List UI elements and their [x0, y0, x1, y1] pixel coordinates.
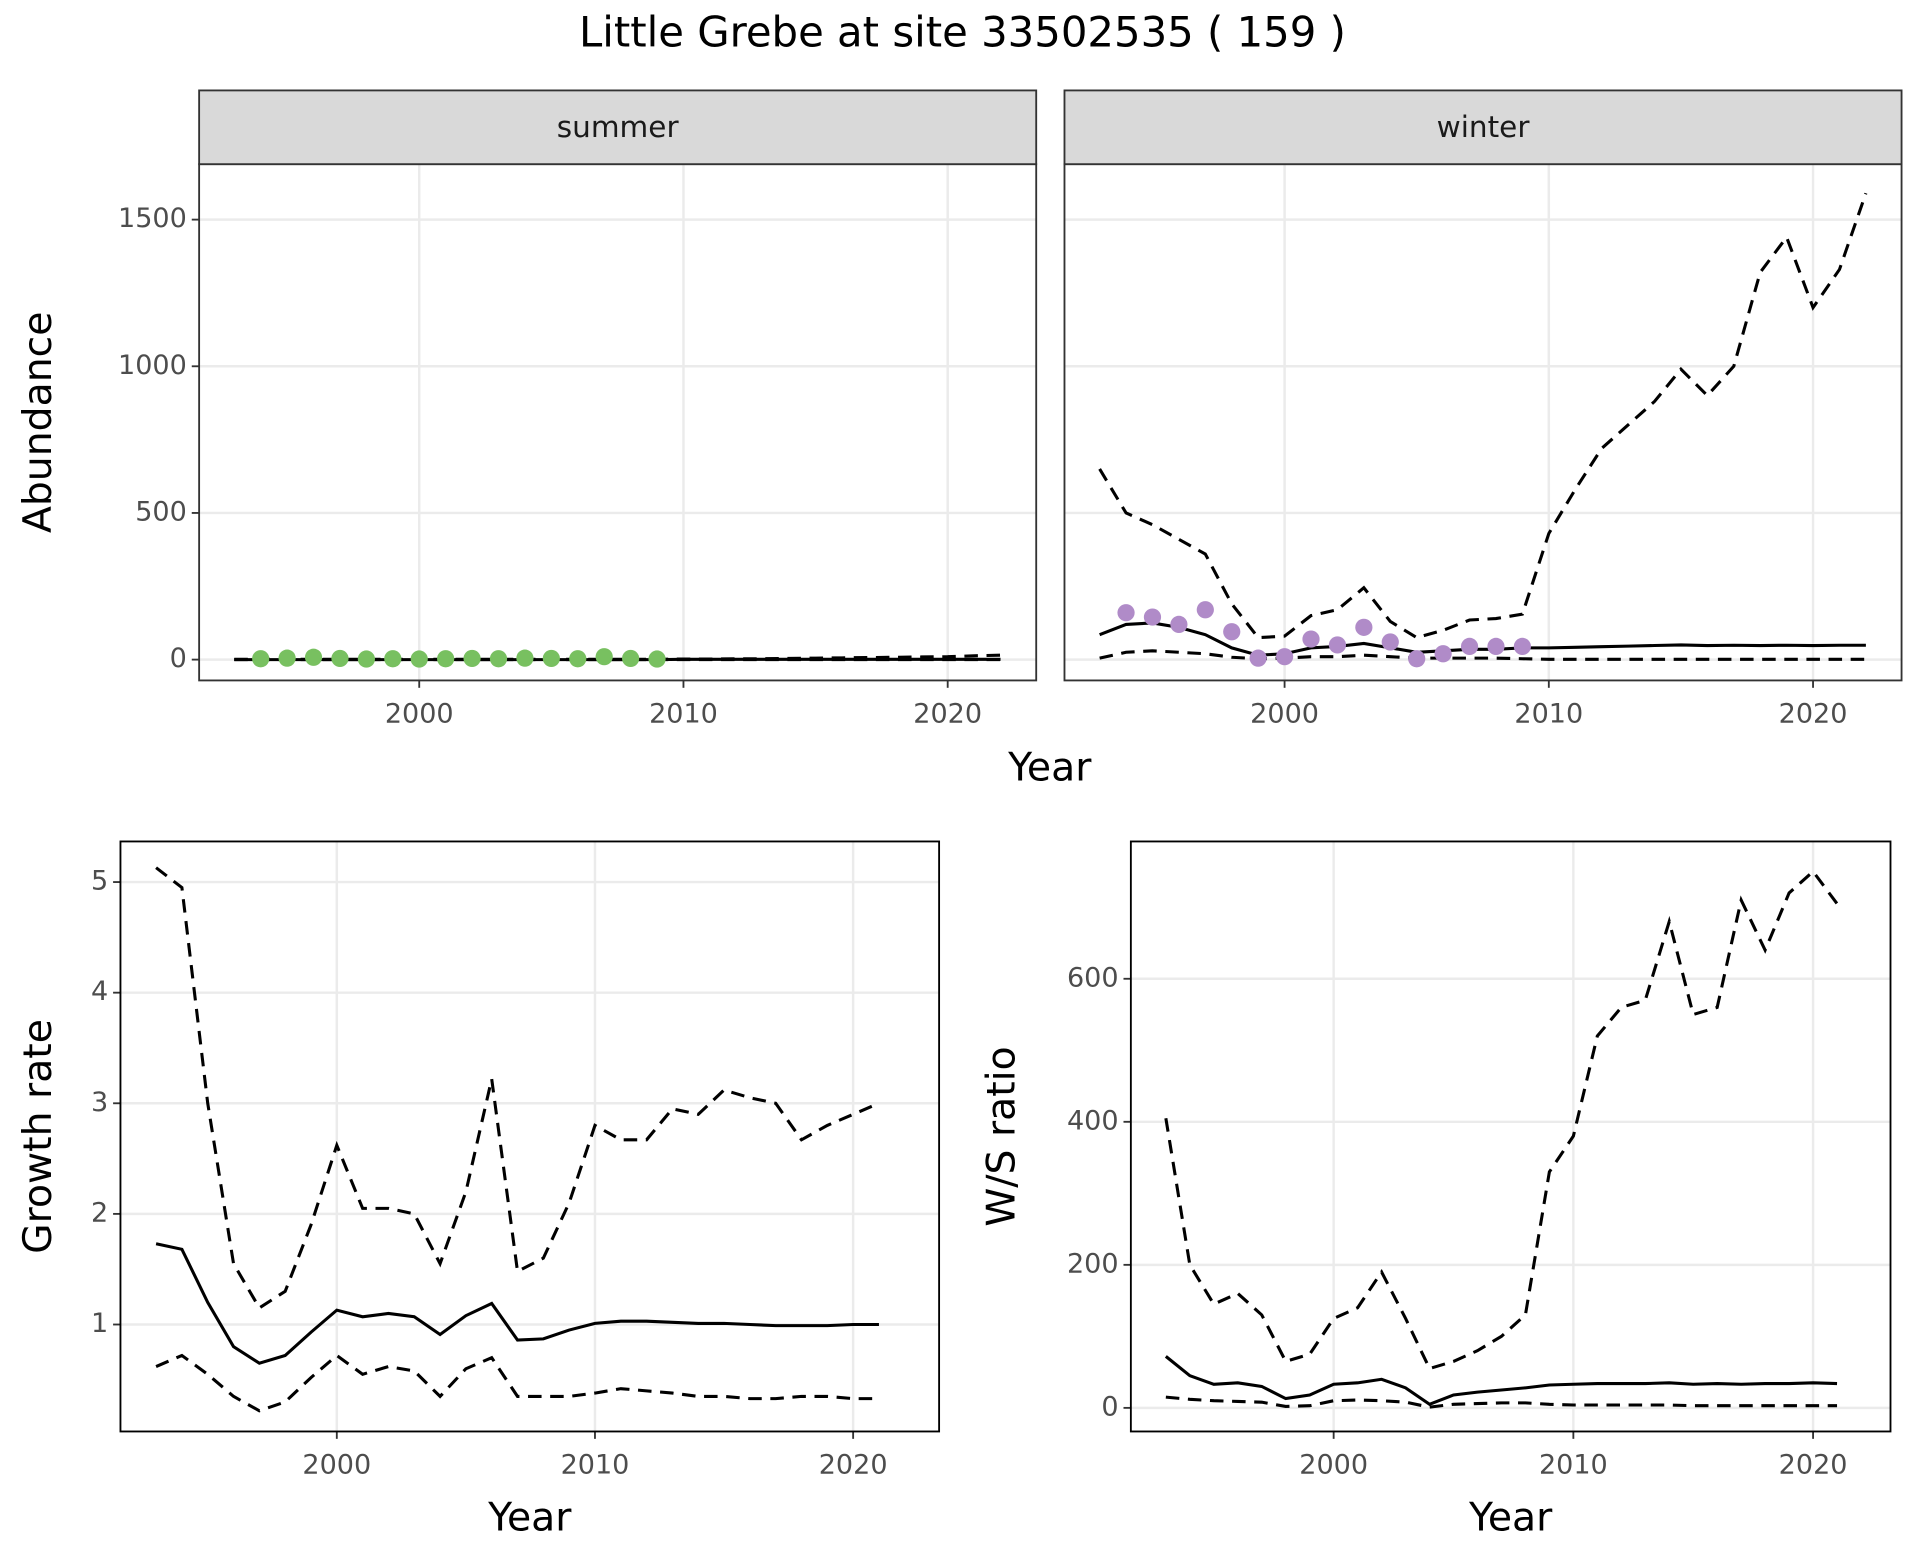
x-tick-label: 2020: [819, 1449, 888, 1480]
facet-label: winter: [1437, 110, 1531, 144]
y-tick-label: 200: [1067, 1248, 1119, 1279]
series-line: [1099, 621, 1866, 657]
figure-title: Little Grebe at site 33502535 ( 159 ): [579, 8, 1346, 57]
data-point: [648, 650, 666, 668]
data-point: [1275, 648, 1294, 666]
series-line: [155, 866, 880, 1311]
x-tick-label: 2020: [1779, 1449, 1848, 1480]
x-tick-label: 2000: [1299, 1449, 1368, 1480]
y-tick-label: 0: [170, 643, 187, 674]
y-tick-label: 1: [91, 1308, 108, 1339]
panel-border: [119, 840, 941, 1433]
data-point: [357, 650, 375, 668]
series-line: [155, 1353, 879, 1413]
panel-background: [1130, 841, 1891, 1432]
x-tick-label: 2000: [385, 698, 454, 729]
data-point: [1117, 604, 1135, 622]
y-axis-title: W/S ratio: [979, 1046, 1025, 1226]
y-tick-label: 2: [91, 1197, 108, 1228]
x-tick-label: 2010: [649, 698, 718, 729]
x-tick-label: 2000: [1250, 698, 1319, 729]
y-tick-label: 1000: [118, 350, 187, 381]
data-point: [1143, 608, 1162, 626]
data-point: [1460, 637, 1479, 656]
data-point: [1513, 637, 1531, 656]
series-line: [1164, 869, 1839, 1371]
x-tick-label: 2010: [561, 1449, 630, 1480]
data-point: [252, 650, 270, 668]
data-point: [489, 650, 508, 668]
y-tick-label: 1500: [118, 203, 187, 234]
y-tick-label: 400: [1067, 1105, 1119, 1136]
panel-background: [199, 164, 1037, 681]
data-point: [437, 650, 455, 668]
x-axis-title: Year: [1468, 1494, 1553, 1540]
data-point: [595, 648, 613, 666]
data-point: [1328, 636, 1347, 654]
y-axis-title: Growth rate: [15, 1019, 61, 1254]
data-point: [278, 649, 296, 667]
data-point: [331, 649, 349, 668]
data-point: [304, 648, 323, 666]
data-point: [463, 649, 481, 668]
x-tick-label: 2020: [913, 698, 982, 729]
facet-strip: [198, 89, 1038, 166]
data-point: [384, 650, 402, 668]
x-axis-title: Year: [1007, 745, 1092, 791]
x-tick-label: 2010: [1514, 698, 1583, 729]
data-point: [542, 649, 560, 668]
x-tick-label: 2010: [1539, 1449, 1608, 1480]
facet-strip: [1063, 89, 1903, 166]
y-tick-label: 5: [91, 866, 108, 897]
data-point: [1196, 601, 1214, 619]
panel-background: [120, 841, 940, 1432]
facet-label: summer: [557, 110, 680, 144]
series-line: [1165, 1395, 1838, 1409]
y-tick-label: 3: [91, 1087, 108, 1118]
y-tick-label: 0: [1101, 1391, 1118, 1422]
data-point: [569, 650, 587, 668]
series-line: [1164, 1355, 1838, 1407]
series-line: [155, 1242, 879, 1365]
data-point: [516, 649, 534, 667]
data-point: [410, 650, 428, 668]
x-axis-title: Year: [487, 1494, 572, 1540]
panel-border: [1129, 840, 1892, 1433]
y-tick-label: 600: [1067, 962, 1119, 993]
panel-background: [1064, 164, 1902, 681]
series-line: [1098, 192, 1868, 640]
data-point: [622, 649, 640, 668]
y-axis-title: Abundance: [15, 312, 61, 534]
data-point: [1302, 630, 1320, 648]
data-point: [1249, 649, 1267, 667]
data-point: [1487, 637, 1505, 656]
data-point: [1223, 623, 1241, 641]
data-point: [1434, 645, 1452, 663]
x-tick-label: 2000: [302, 1449, 371, 1480]
x-tick-label: 2020: [1779, 698, 1848, 729]
data-point: [1408, 650, 1426, 668]
data-point: [1381, 633, 1399, 651]
series-line: [1099, 649, 1866, 661]
y-tick-label: 500: [135, 496, 187, 527]
data-point: [1170, 615, 1188, 634]
data-point: [1355, 618, 1373, 636]
y-tick-label: 4: [91, 976, 108, 1007]
